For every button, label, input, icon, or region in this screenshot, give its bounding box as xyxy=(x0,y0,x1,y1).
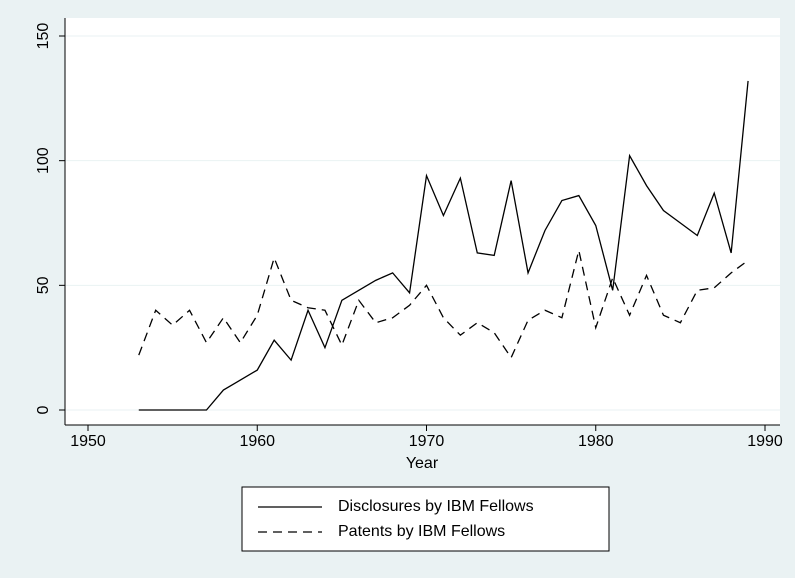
y-tick-label: 0 xyxy=(35,405,52,414)
x-tick-label: 1960 xyxy=(239,433,275,450)
series-line xyxy=(138,250,749,359)
x-tick-label: 1980 xyxy=(578,433,614,450)
y-tick-label: 150 xyxy=(35,23,52,50)
series-line xyxy=(138,80,749,411)
x-tick-label: 1970 xyxy=(409,433,445,450)
y-tick-label: 50 xyxy=(35,276,52,294)
legend-label: Disclosures by IBM Fellows xyxy=(338,498,534,515)
y-tick-label: 100 xyxy=(35,147,52,174)
x-axis-title: Year xyxy=(406,455,439,472)
plot-area xyxy=(65,18,780,425)
x-tick-label: 1990 xyxy=(747,433,783,450)
x-tick-label: 1950 xyxy=(70,433,106,450)
legend-label: Patents by IBM Fellows xyxy=(338,523,505,540)
legend xyxy=(241,486,610,552)
